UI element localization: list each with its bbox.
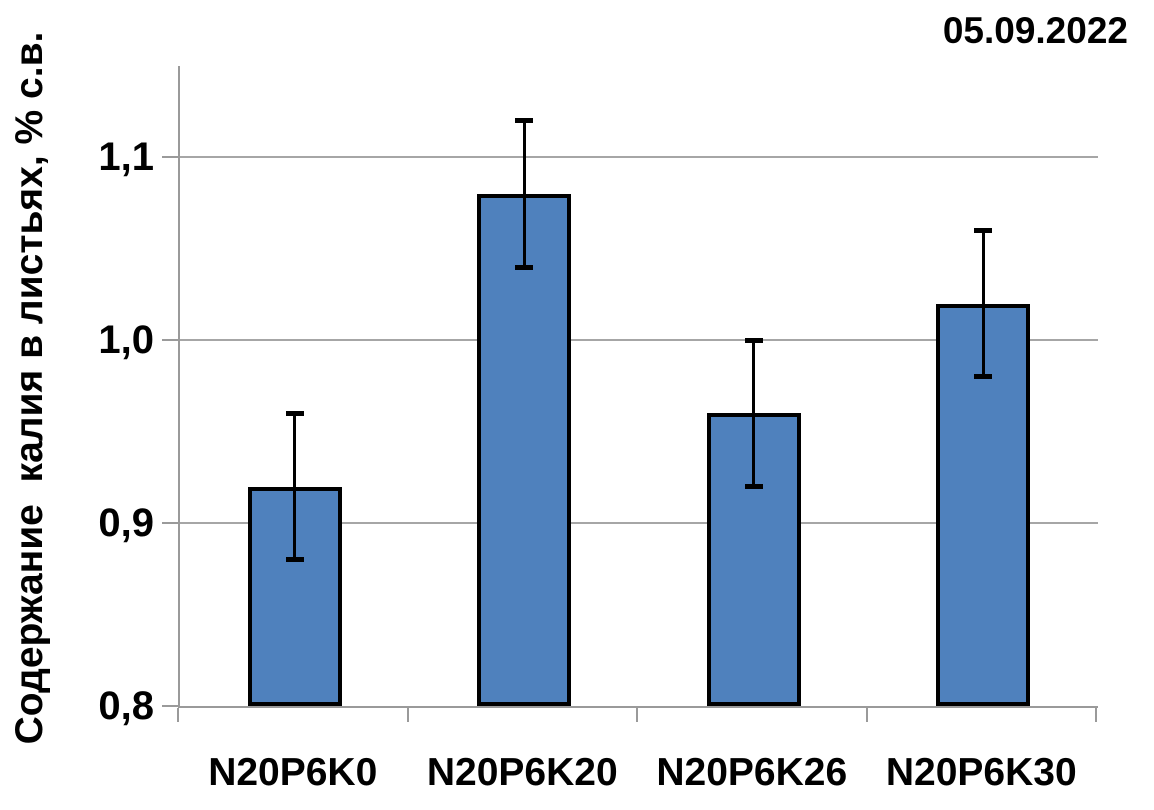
error-bar-cap xyxy=(744,484,763,490)
x-axis-tick xyxy=(636,708,638,722)
error-bar-cap xyxy=(974,374,993,380)
y-tick-label: 0,8 xyxy=(98,684,154,728)
error-bar-cap xyxy=(285,557,304,563)
x-tick-label: N20P6K26 xyxy=(656,751,848,794)
error-bar xyxy=(752,340,756,487)
error-bar-cap xyxy=(285,410,304,416)
y-axis-tick xyxy=(162,522,178,525)
x-axis-tick xyxy=(406,708,409,722)
error-bar-cap xyxy=(974,228,993,234)
x-tick-label: N20P6K0 xyxy=(208,751,378,794)
gridline xyxy=(180,339,1098,342)
x-axis-tick xyxy=(177,708,179,722)
x-tick-label: N20P6K20 xyxy=(426,751,618,794)
y-tick-label: 1,0 xyxy=(98,318,154,363)
error-bar xyxy=(293,413,297,560)
y-axis-tick xyxy=(162,156,178,159)
error-bar-cap xyxy=(515,264,534,270)
y-axis-tick xyxy=(162,705,178,707)
y-tick-label: 0,9 xyxy=(98,501,154,546)
error-bar xyxy=(522,120,526,268)
chart-date-label: 05.09.2022 xyxy=(942,10,1128,51)
x-axis-tick xyxy=(1095,708,1097,722)
error-bar-cap xyxy=(744,337,763,343)
bar-N20P6K20 xyxy=(477,194,572,706)
gridline xyxy=(180,522,1098,525)
plot-area xyxy=(178,66,1098,708)
error-bar xyxy=(981,230,985,377)
gridline xyxy=(180,156,1098,159)
x-axis-tick xyxy=(865,708,868,722)
x-tick-label: N20P6K30 xyxy=(885,751,1077,794)
y-tick-label: 1,1 xyxy=(98,135,154,180)
error-bar-cap xyxy=(515,118,534,124)
y-axis-tick xyxy=(162,339,178,342)
